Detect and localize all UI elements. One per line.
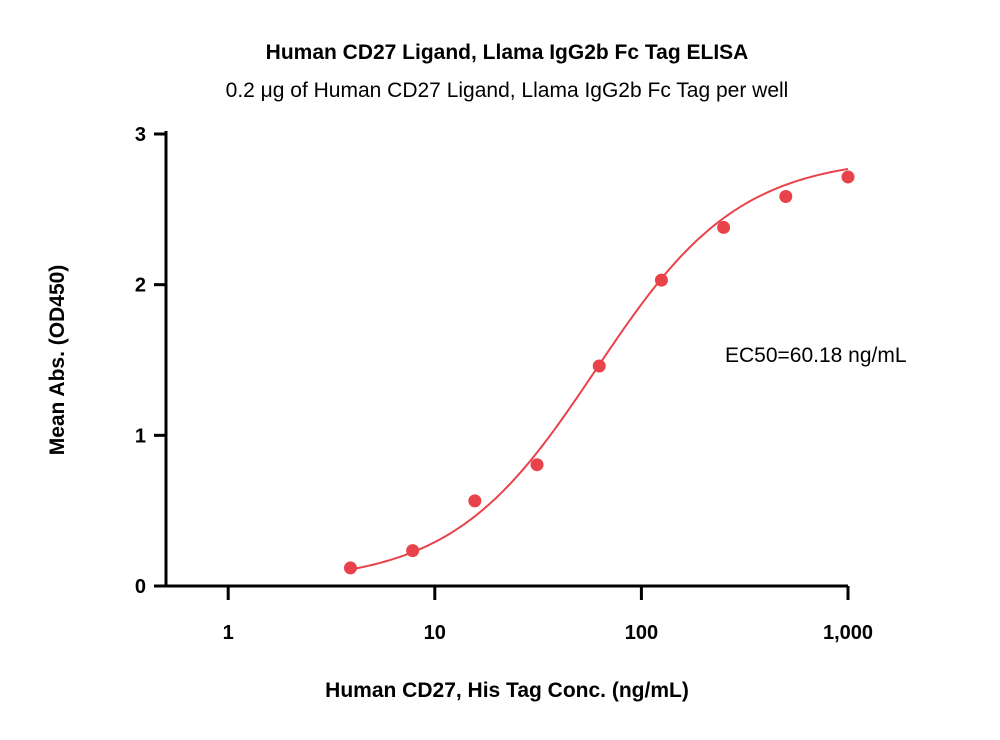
data-point (468, 494, 482, 508)
x-ticks: 1 10 100 1,000 (223, 586, 873, 644)
data-points (343, 170, 855, 575)
data-point (779, 190, 793, 204)
x-axis-title: Human CD27, His Tag Conc. (ng/mL) (325, 679, 689, 702)
y-axis-title: Mean Abs. (OD450) (46, 265, 69, 456)
data-point (654, 273, 668, 287)
x-tick-label: 100 (625, 622, 658, 644)
y-tick-label: 0 (135, 576, 146, 598)
x-tick-label: 10 (424, 622, 446, 644)
data-point (406, 544, 420, 558)
data-point (592, 359, 606, 373)
chart-title: Human CD27 Ligand, Llama IgG2b Fc Tag EL… (266, 41, 749, 64)
data-point (343, 561, 357, 575)
data-point (530, 458, 544, 472)
y-tick-label: 3 (135, 124, 146, 146)
data-point (841, 170, 855, 184)
y-tick-label: 2 (135, 275, 146, 297)
chart-subtitle: 0.2 μg of Human CD27 Ligand, Llama IgG2b… (226, 79, 789, 102)
ec50-annotation: EC50=60.18 ng/mL (725, 344, 907, 367)
y-tick-label: 1 (135, 425, 146, 447)
data-point (717, 220, 731, 234)
y-ticks: 0 1 2 3 (135, 124, 166, 598)
x-tick-label: 1 (223, 622, 234, 644)
x-tick-label: 1,000 (823, 622, 873, 644)
